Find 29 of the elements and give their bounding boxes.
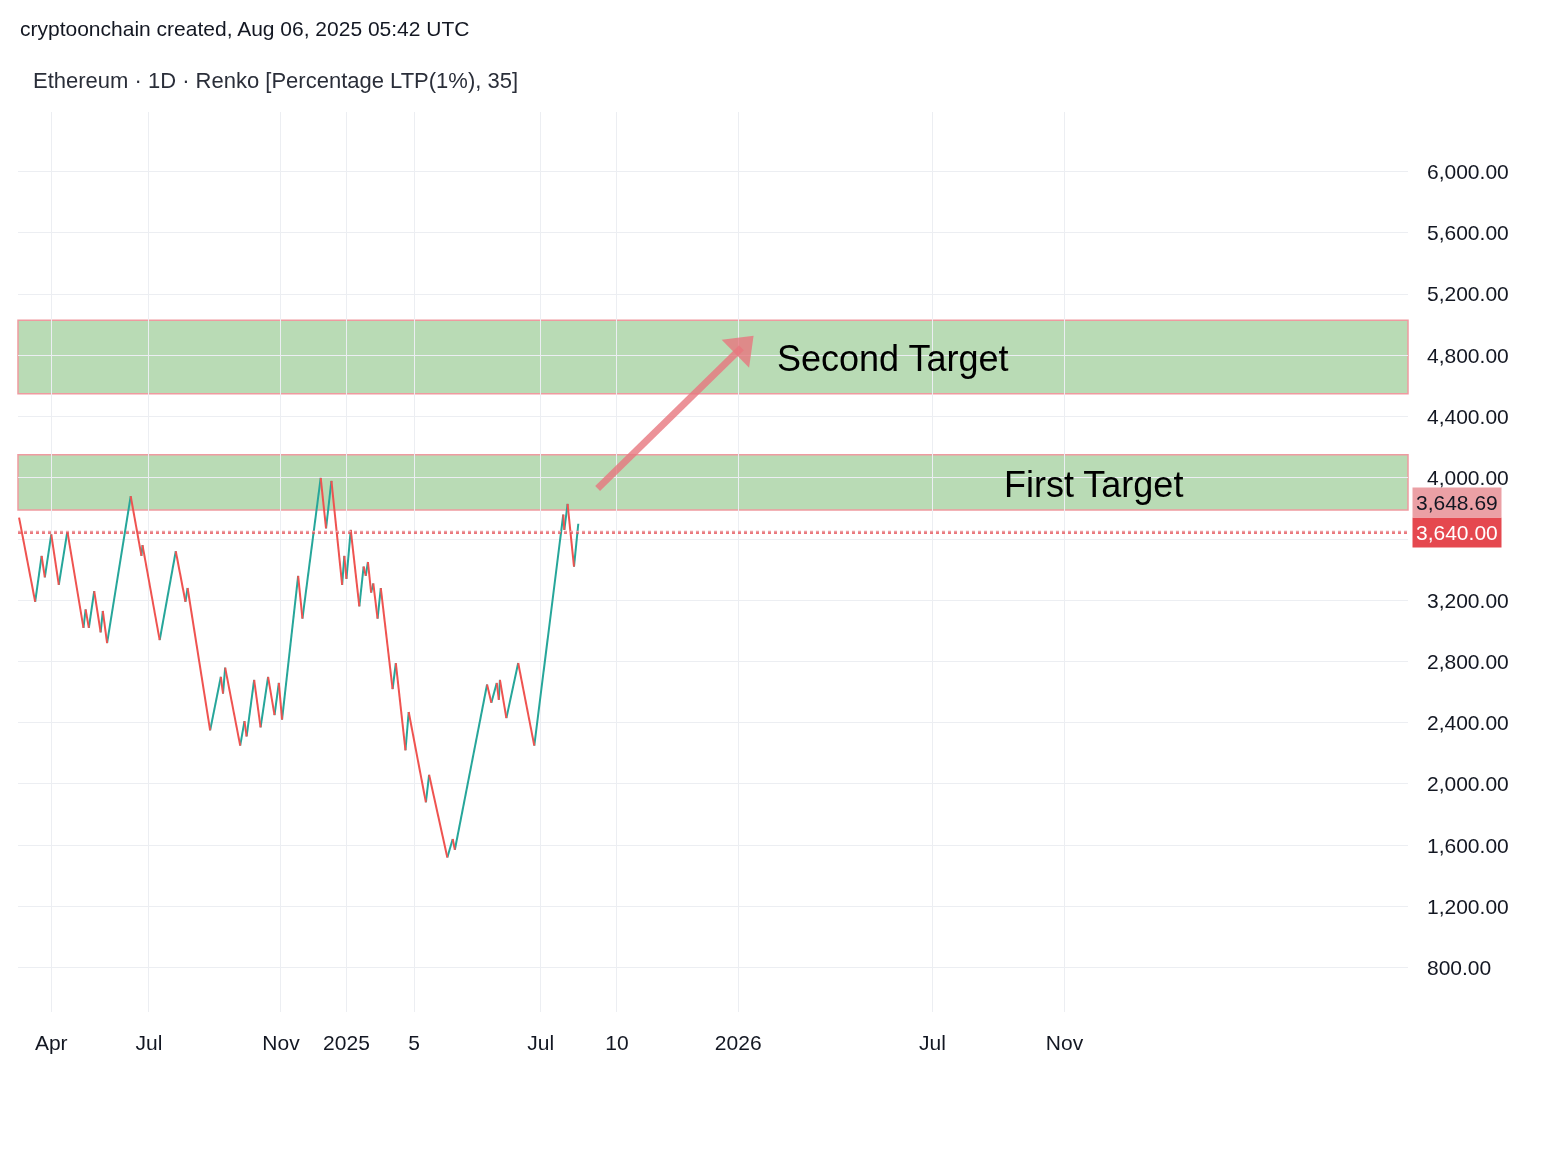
y-tick-label: 6,000.00 (1427, 160, 1509, 184)
x-tick-label: 2026 (714, 1031, 762, 1054)
band-label: First Target (1004, 464, 1184, 505)
ref-line-label: 3,640.00 (1416, 521, 1498, 544)
y-tick-label: 800.00 (1427, 955, 1492, 979)
x-tick-label: Jul (919, 1031, 946, 1054)
y-tick-label: 4,800.00 (1427, 343, 1509, 367)
x-tick-label: Jul (527, 1031, 555, 1054)
y-tick-label: 4,400.00 (1427, 404, 1509, 428)
y-tick-label: 1,600.00 (1427, 833, 1509, 857)
x-tick-label: Jul (135, 1031, 163, 1054)
x-tick-label: Nov (262, 1031, 301, 1054)
y-tick-label: 4,000.00 (1427, 466, 1509, 490)
y-tick-label: 2,000.00 (1427, 772, 1509, 796)
y-tick-label: 1,200.00 (1427, 894, 1509, 918)
text: cryptoonchain created, Aug 06, 2025 05:42 UTC (20, 17, 470, 40)
ref-line-label: 3,648.69 (1416, 491, 1498, 514)
x-tick-label: 10 (605, 1031, 629, 1054)
x-tick-label: 5 (408, 1031, 420, 1054)
x-tick-label: Nov (1045, 1031, 1084, 1054)
chart-title: Ethereum · 1D · Renko [Percentage LTP(1%), 35] (33, 67, 519, 93)
x-tick-label: Apr (34, 1031, 68, 1054)
band-label: Second Target (777, 338, 1009, 379)
y-tick-label: 5,600.00 (1427, 221, 1509, 245)
y-tick-label: 2,800.00 (1427, 649, 1509, 673)
y-tick-label: 2,400.00 (1427, 711, 1509, 735)
y-tick-label: 3,200.00 (1427, 588, 1509, 612)
y-tick-label: 5,200.00 (1427, 282, 1509, 306)
x-tick-label: 2025 (323, 1031, 370, 1054)
